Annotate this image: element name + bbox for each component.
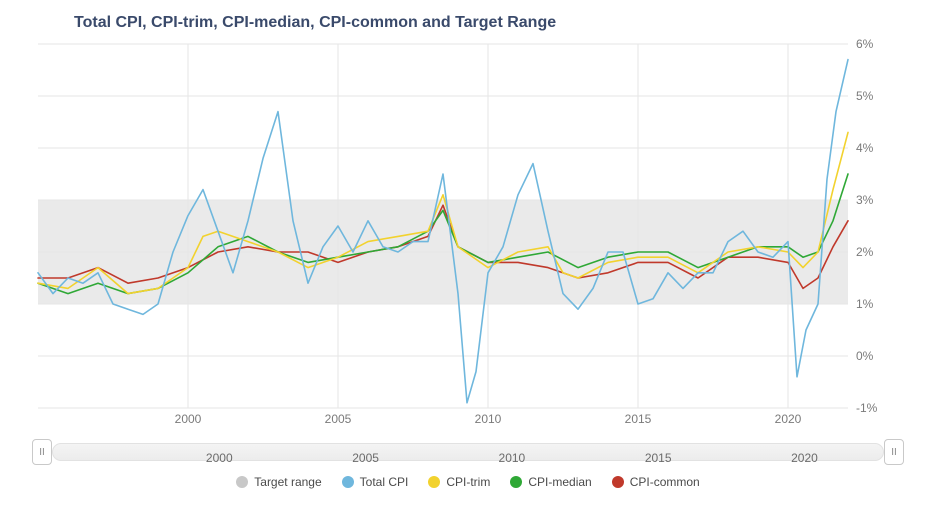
navigator-tick-label: 2015 <box>645 451 672 465</box>
y-tick-label: 0% <box>856 349 873 363</box>
legend-label: CPI-median <box>528 475 591 489</box>
y-tick-label: 6% <box>856 37 873 51</box>
navigator-ticks: 2000 2005 2010 2015 2020 <box>73 444 863 474</box>
y-tick-label: 4% <box>856 141 873 155</box>
navigator-tick-label: 2005 <box>352 451 379 465</box>
navigator-tick-label: 2000 <box>206 451 233 465</box>
y-tick-label: 2% <box>856 245 873 259</box>
legend-label: CPI-common <box>630 475 700 489</box>
navigator-track[interactable]: 20002005201020152020 <box>52 443 884 461</box>
navigator-tick-label: 2020 <box>791 451 818 465</box>
legend-item[interactable]: CPI-common <box>612 475 700 489</box>
legend-swatch <box>510 476 522 488</box>
legend-swatch <box>236 476 248 488</box>
legend-item[interactable]: Total CPI <box>342 475 409 489</box>
legend-label: CPI-trim <box>446 475 490 489</box>
legend-swatch <box>428 476 440 488</box>
x-tick-label: 2000 <box>175 412 202 426</box>
navigator-handle-left[interactable]: II <box>32 439 52 465</box>
y-tick-label: 1% <box>856 297 873 311</box>
plot-svg <box>32 38 892 430</box>
x-tick-label: 2015 <box>625 412 652 426</box>
cpi-chart: Total CPI, CPI-trim, CPI-median, CPI-com… <box>0 0 936 528</box>
chart-title: Total CPI, CPI-trim, CPI-median, CPI-com… <box>4 4 932 38</box>
legend-item[interactable]: CPI-trim <box>428 475 490 489</box>
y-tick-label: 3% <box>856 193 873 207</box>
range-navigator[interactable]: 20002005201020152020 II II <box>32 437 904 467</box>
navigator-handle-right[interactable]: II <box>884 439 904 465</box>
legend-swatch <box>342 476 354 488</box>
legend-swatch <box>612 476 624 488</box>
legend-label: Total CPI <box>360 475 409 489</box>
legend-item[interactable]: CPI-median <box>510 475 591 489</box>
x-tick-label: 2005 <box>325 412 352 426</box>
navigator-tick-label: 2010 <box>499 451 526 465</box>
legend-label: Target range <box>254 475 321 489</box>
plot-area: -1% 0% 1% 2% 3% 4% 5% 6% 2000 2005 2010 2015 2020 <box>32 38 932 435</box>
x-tick-label: 2020 <box>775 412 802 426</box>
legend-item[interactable]: Target range <box>236 475 321 489</box>
x-tick-label: 2010 <box>475 412 502 426</box>
y-tick-label: 5% <box>856 89 873 103</box>
y-tick-label: -1% <box>856 401 877 415</box>
